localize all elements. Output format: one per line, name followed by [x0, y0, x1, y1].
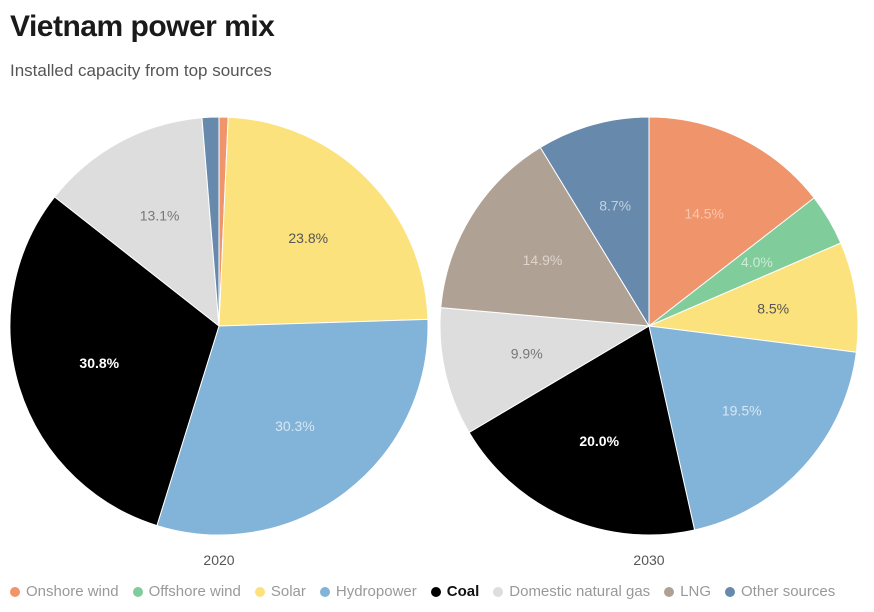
slice-label-2030-onshore-wind: 14.5% — [684, 205, 724, 221]
legend-item-other-sources: Other sources — [725, 583, 835, 600]
slice-label-2020-solar: 23.8% — [288, 230, 328, 246]
slice-2020-hydropower — [156, 318, 429, 536]
legend-item-domestic-natural-gas: Domestic natural gas — [493, 583, 650, 600]
slice-label-2030-hydropower: 19.5% — [722, 402, 762, 418]
legend-swatch — [254, 586, 265, 597]
slice-2020-other-sources — [201, 116, 220, 327]
legend-item-onshore-wind: Onshore wind — [10, 583, 119, 600]
slice-2030-coal — [468, 325, 696, 536]
legend-item-solar: Solar — [254, 583, 306, 600]
slice-2030-lng — [440, 146, 650, 327]
slice-2030-solar — [647, 242, 859, 353]
slice-2020-solar — [218, 116, 429, 327]
legend-label: LNG — [680, 583, 712, 600]
legend-label: Other sources — [741, 583, 836, 600]
slice-2020-domestic-natural-gas — [53, 117, 220, 328]
slice-2030-onshore-wind — [648, 116, 815, 328]
chart-subtitle: Installed capacity from top sources — [10, 61, 272, 80]
legend-label: Hydropower — [335, 583, 417, 600]
slice-label-2020-coal: 30.8% — [79, 355, 119, 371]
legend-label: Offshore wind — [148, 583, 241, 600]
year-label-2030: 2030 — [633, 552, 664, 568]
slice-label-2030-other-sources: 8.7% — [599, 197, 631, 213]
legend-swatch — [725, 586, 736, 597]
legend-label: Coal — [446, 583, 480, 600]
legend: Onshore wind Offshore wind Solar Hydropower… — [10, 583, 849, 600]
slice-label-2020-hydropower: 30.3% — [275, 418, 315, 434]
legend-item-offshore-wind: Offshore wind — [132, 583, 241, 600]
legend-label: Solar — [270, 583, 306, 600]
legend-swatch — [319, 586, 330, 597]
year-label-2020: 2020 — [203, 552, 234, 568]
legend-label: Domestic natural gas — [509, 583, 651, 600]
legend-item-hydropower: Hydropower — [319, 583, 417, 600]
slice-2020-coal — [9, 196, 220, 527]
chart-title: Vietnam power mix — [10, 10, 275, 43]
legend-swatch — [430, 586, 441, 597]
slice-label-2030-offshore-wind: 4.0% — [741, 254, 773, 270]
legend-label: Onshore wind — [26, 583, 119, 600]
slice-label-2030-lng: 14.9% — [523, 252, 563, 268]
legend-item-lng: LNG — [664, 583, 711, 600]
slice-2030-domestic-natural-gas — [439, 307, 651, 434]
slice-2030-other-sources — [539, 116, 650, 328]
legend-item-coal: Coal — [430, 583, 480, 600]
slice-label-2030-domestic-natural-gas: 9.9% — [511, 346, 543, 362]
slice-label-2020-domestic-natural-gas: 13.1% — [140, 208, 180, 224]
pie-2030: 14.5% 4.0% 8.5% 19.5% 20.0% 9.9% 14.9% 8.7% 2030 — [439, 116, 859, 568]
slice-label-2030-coal: 20.0% — [579, 433, 619, 449]
legend-swatch — [493, 586, 504, 597]
pie-2020: 23.8% 30.3% 30.8% 13.1% 2020 — [9, 116, 429, 568]
slice-2030-hydropower — [648, 325, 857, 531]
legend-swatch — [10, 586, 20, 597]
legend-swatch — [132, 586, 143, 597]
legend-swatch — [664, 586, 675, 597]
slice-label-2030-solar: 8.5% — [757, 300, 789, 316]
